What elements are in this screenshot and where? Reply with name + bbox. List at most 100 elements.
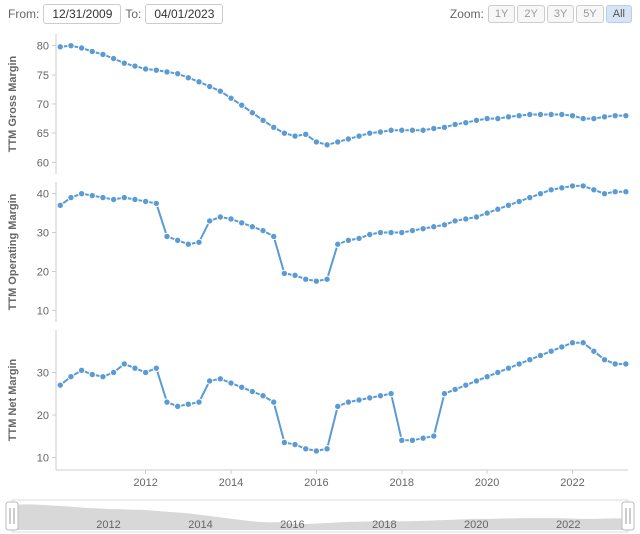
svg-text:2022: 2022 [560,477,584,489]
gross-ylabel: TTM Gross Margin [7,55,19,152]
gross-point [238,102,244,108]
net-point [196,399,202,405]
operating-point [367,231,373,237]
net-point [100,373,106,379]
operating-point [68,194,74,200]
operating-point [473,214,479,220]
zoom-label: Zoom: [450,7,484,21]
operating-point [281,270,287,276]
operating-point [206,218,212,224]
operating-point [185,241,191,247]
operating-point [121,194,127,200]
gross-point [452,121,458,127]
net-point [473,378,479,384]
gross-point [345,136,351,142]
net-panel: 102030TTM Net Margin [7,330,629,470]
navigator-handle-right[interactable] [622,502,634,530]
svg-text:2012: 2012 [96,519,120,531]
zoom-button-group: 1Y2Y3Y5YAll [488,5,632,23]
operating-point [196,239,202,245]
gross-point [495,115,501,121]
gross-point [580,115,586,121]
gross-point [388,127,394,133]
zoom-3y-button[interactable]: 3Y [547,5,574,23]
zoom-2y-button[interactable]: 2Y [517,5,544,23]
gross-point [559,111,565,117]
svg-text:65: 65 [37,128,49,140]
gross-point [292,133,298,139]
net-point [463,382,469,388]
gross-point [110,55,116,61]
operating-point [142,198,148,204]
gross-line [60,46,626,145]
operating-point [324,276,330,282]
operating-point [89,192,95,198]
operating-point [228,216,234,222]
svg-text:2012: 2012 [133,477,157,489]
gross-point [68,42,74,48]
operating-point [591,187,597,193]
net-point [153,365,159,371]
net-point [121,361,127,367]
to-label: To: [125,7,141,21]
gross-point [431,125,437,131]
operating-point [260,227,266,233]
net-point [185,401,191,407]
svg-text:20: 20 [37,266,49,278]
net-point [260,393,266,399]
gross-point [399,127,405,133]
margin-charts: 6065707580TTM Gross Margin10203040TTM Op… [0,28,640,498]
gross-panel: 6065707580TTM Gross Margin [7,34,629,174]
to-date-input[interactable] [145,4,223,24]
svg-text:30: 30 [37,367,49,379]
net-point [249,388,255,394]
gross-point [505,114,511,120]
svg-text:10: 10 [37,305,49,317]
net-point [292,441,298,447]
net-point [335,403,341,409]
gross-point [335,139,341,145]
gross-point [121,60,127,66]
operating-point [153,200,159,206]
navigator-handle-left[interactable] [6,502,18,530]
operating-point [292,272,298,278]
operating-point [537,190,543,196]
net-point [324,446,330,452]
net-point [548,348,554,354]
net-point [399,437,405,443]
operating-point [335,241,341,247]
net-point [313,448,319,454]
operating-point [623,189,629,195]
operating-point [452,218,458,224]
zoom-1y-button[interactable]: 1Y [488,5,515,23]
svg-text:2014: 2014 [219,477,243,489]
zoom-all-button[interactable]: All [606,5,632,23]
operating-point [238,220,244,226]
svg-text:70: 70 [37,99,49,111]
gross-point [623,112,629,118]
net-point [516,361,522,367]
gross-point [484,115,490,121]
net-point [271,399,277,405]
operating-point [516,198,522,204]
net-point [78,367,84,373]
operating-point [164,233,170,239]
net-point [132,365,138,371]
gross-point [174,70,180,76]
zoom-5y-button[interactable]: 5Y [576,5,603,23]
operating-point [612,189,618,195]
operating-point [505,202,511,208]
range-navigator[interactable]: 201220142016201820202022 [0,498,640,534]
operating-point [100,194,106,200]
gross-point [281,130,287,136]
net-point [367,395,373,401]
from-date-input[interactable] [43,4,121,24]
net-point [345,399,351,405]
operating-point [580,183,586,189]
gross-point [324,142,330,148]
operating-point [78,190,84,196]
net-point [238,384,244,390]
svg-text:2018: 2018 [372,519,396,531]
operating-point [559,185,565,191]
net-point [89,371,95,377]
